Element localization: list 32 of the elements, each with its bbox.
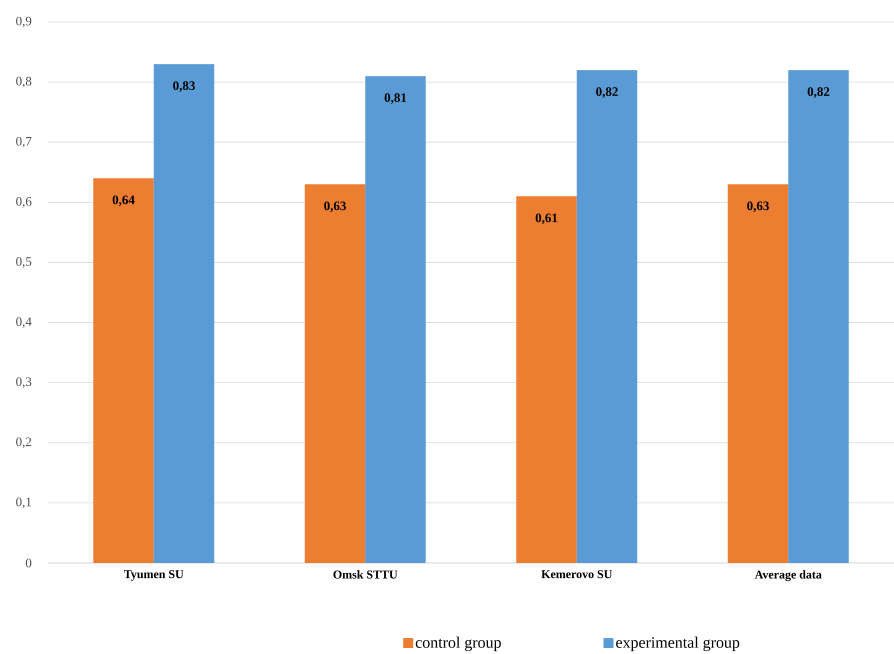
- y-tick-label: 0,5: [16, 257, 32, 268]
- legend-label: control group: [416, 636, 501, 652]
- data-label: 0,63: [324, 201, 346, 212]
- y-tick-label: 0,9: [16, 16, 32, 28]
- x-tick-label: Kemerovo SU: [541, 570, 612, 578]
- y-tick-label: 0,1: [16, 498, 32, 508]
- y-tick-label: 0,3: [16, 377, 32, 388]
- data-label: 0,82: [808, 87, 830, 98]
- y-tick-label: 0,8: [16, 76, 32, 88]
- data-label: 0,63: [747, 201, 769, 212]
- x-tick-label: Tyumen SU: [124, 570, 184, 581]
- data-label: 0,82: [596, 87, 618, 98]
- data-label: 0,81: [384, 93, 406, 104]
- bar: [788, 70, 849, 563]
- y-tick-label: 0,2: [16, 437, 32, 448]
- data-label: 0,83: [173, 81, 195, 92]
- bar: [304, 184, 366, 563]
- bar: [728, 184, 788, 563]
- data-label: 0,64: [112, 195, 135, 206]
- y-tick-label: 0,4: [16, 317, 32, 328]
- bar: [365, 76, 426, 563]
- x-tick-label: Omsk STTU: [333, 570, 398, 579]
- bar: [93, 178, 154, 563]
- y-tick-label: 0,7: [16, 136, 32, 148]
- y-tick-label: 0,6: [16, 197, 32, 208]
- bar: [576, 70, 638, 563]
- y-tick-label: 0: [26, 558, 32, 568]
- legend-label: experimental group: [616, 636, 740, 652]
- x-tick-label: Average data: [754, 570, 822, 582]
- data-label: 0,61: [536, 214, 558, 224]
- bar: [516, 196, 577, 563]
- bar: [154, 64, 214, 563]
